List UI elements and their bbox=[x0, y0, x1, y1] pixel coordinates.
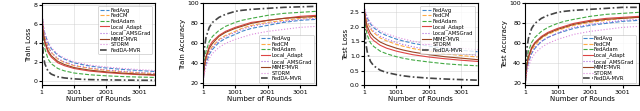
X-axis label: Number of Rounds: Number of Rounds bbox=[227, 96, 292, 102]
Legend: FedAvg, FedCM, FedAdam, Local_Adapt, Local_AMSGrad, MIME-MVR, STORM, FedDA-MVR: FedAvg, FedCM, FedAdam, Local_Adapt, Loc… bbox=[420, 6, 475, 54]
Y-axis label: Test Accuracy: Test Accuracy bbox=[502, 20, 508, 68]
Y-axis label: Train Accuracy: Train Accuracy bbox=[180, 19, 186, 70]
X-axis label: Number of Rounds: Number of Rounds bbox=[66, 96, 131, 102]
Legend: FedAvg, FedCM, FedAdam, Local_Adapt, Local_AMSGrad, MIME-MVR, STORM, FedDA-MVR: FedAvg, FedCM, FedAdam, Local_Adapt, Loc… bbox=[582, 35, 636, 83]
X-axis label: Number of Rounds: Number of Rounds bbox=[388, 96, 453, 102]
Legend: FedAvg, FedCM, FedAdam, Local_Adapt, Local_AMSGrad, MIME-MVR, STORM, FedDA-MVR: FedAvg, FedCM, FedAdam, Local_Adapt, Loc… bbox=[259, 35, 314, 83]
X-axis label: Number of Rounds: Number of Rounds bbox=[550, 96, 614, 102]
Legend: FedAvg, FedCM, FedAdam, Local_Adapt, Local_AMSGrad, MIME-MVR, STORM, FedDA-MVR: FedAvg, FedCM, FedAdam, Local_Adapt, Loc… bbox=[98, 6, 152, 54]
Y-axis label: Train Loss: Train Loss bbox=[26, 27, 32, 62]
Y-axis label: Test Loss: Test Loss bbox=[342, 29, 349, 60]
